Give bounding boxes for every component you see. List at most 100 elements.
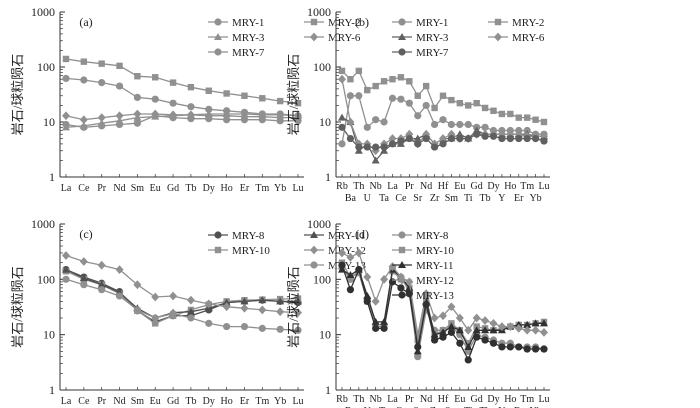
data-point	[414, 343, 422, 351]
data-point	[414, 140, 422, 148]
x-tick-label: Yb	[529, 406, 541, 408]
data-point	[531, 134, 540, 143]
data-point	[464, 120, 472, 129]
legend-marker	[494, 32, 502, 42]
panel-label: (b)	[355, 15, 369, 29]
data-point	[338, 123, 346, 131]
data-point	[439, 116, 447, 124]
data-point	[430, 143, 439, 151]
data-point	[422, 101, 430, 110]
data-point	[431, 104, 438, 112]
data-point	[294, 117, 302, 125]
data-point	[363, 272, 372, 282]
data-point	[380, 143, 388, 151]
data-point	[532, 116, 539, 123]
data-point	[62, 265, 70, 273]
data-point	[62, 251, 70, 260]
data-point	[498, 110, 506, 118]
x-tick-label: La	[387, 394, 398, 405]
series-mry-10	[62, 268, 302, 327]
data-point	[186, 295, 195, 305]
data-point	[405, 290, 413, 298]
legend-marker	[398, 275, 406, 285]
legend-marker	[310, 32, 318, 42]
x-tick-label: Pr	[405, 181, 415, 192]
data-point	[187, 115, 195, 123]
data-point	[115, 111, 124, 121]
legend-marker	[398, 291, 406, 299]
data-point	[169, 310, 177, 318]
data-point	[115, 82, 124, 90]
data-point	[422, 129, 431, 139]
x-tick-label: Nd	[420, 181, 432, 192]
legend-marker	[214, 18, 222, 26]
x-tick-label: Hf	[438, 394, 449, 405]
legend-label: MRY-1	[232, 17, 264, 29]
data-point	[372, 324, 380, 332]
data-point	[481, 104, 489, 112]
y-tick-label: 10	[43, 115, 55, 129]
data-point	[456, 99, 464, 107]
data-point	[489, 132, 498, 140]
panel-b: 1 10 100 1000 岩石/球粒陨石 RbBaThUNbTaLaCePrSrNdZr…	[286, 5, 550, 204]
data-point	[363, 297, 371, 305]
data-point	[405, 134, 413, 143]
data-point	[241, 92, 248, 99]
data-point	[258, 305, 267, 315]
data-point	[540, 118, 548, 126]
legend-marker	[310, 245, 318, 255]
data-point	[97, 260, 106, 270]
legend-label: MRY-3	[416, 32, 449, 44]
data-point	[205, 105, 213, 113]
data-point	[346, 92, 355, 100]
x-tick-label: Rb	[336, 181, 348, 192]
data-point	[448, 96, 455, 104]
x-tick-label: Gd	[167, 396, 179, 407]
data-point	[62, 275, 70, 283]
data-point	[413, 134, 422, 142]
legend-marker	[214, 246, 222, 254]
data-point	[506, 322, 515, 331]
data-point	[439, 311, 447, 321]
data-point	[481, 123, 489, 131]
data-point	[354, 248, 363, 258]
data-point	[205, 87, 212, 94]
legend-marker	[398, 261, 406, 268]
legend-label: MRY-6	[512, 32, 545, 44]
data-point	[422, 82, 430, 90]
data-point	[276, 325, 284, 333]
data-point	[116, 62, 123, 70]
data-point	[346, 270, 355, 278]
x-tick-label: Zr	[430, 193, 440, 204]
y-tick-label: 1	[325, 383, 331, 397]
data-point	[363, 123, 371, 131]
data-point	[439, 92, 447, 99]
series-mry-11	[62, 265, 302, 322]
legend-label: MRY-10	[232, 245, 270, 257]
x-tick-label: Sr	[413, 406, 423, 408]
series-mry-8	[62, 265, 302, 326]
x-tick-label: Ho	[504, 181, 516, 192]
x-tick-label: Tm	[520, 394, 534, 405]
data-point	[514, 323, 523, 333]
data-point	[222, 302, 231, 312]
data-point	[338, 74, 346, 84]
data-point	[489, 326, 498, 334]
y-tick-label: 1	[49, 170, 55, 184]
y-axis-label: 岩石/球粒陨石	[286, 54, 301, 136]
legend-label: MRY-13	[416, 290, 454, 302]
data-point	[97, 113, 106, 123]
x-tick-label: Lu	[292, 396, 303, 407]
data-point	[338, 261, 346, 269]
legend-label: MRY-8	[416, 230, 449, 242]
data-point	[523, 320, 532, 328]
x-tick-label: Ti	[464, 406, 473, 408]
data-point	[489, 318, 498, 328]
data-point	[151, 112, 159, 120]
data-point	[133, 306, 141, 314]
data-point	[169, 114, 177, 122]
x-tick-label: Yb	[274, 183, 286, 194]
data-point	[294, 99, 302, 107]
legend-marker	[214, 231, 222, 239]
data-point	[515, 114, 522, 121]
